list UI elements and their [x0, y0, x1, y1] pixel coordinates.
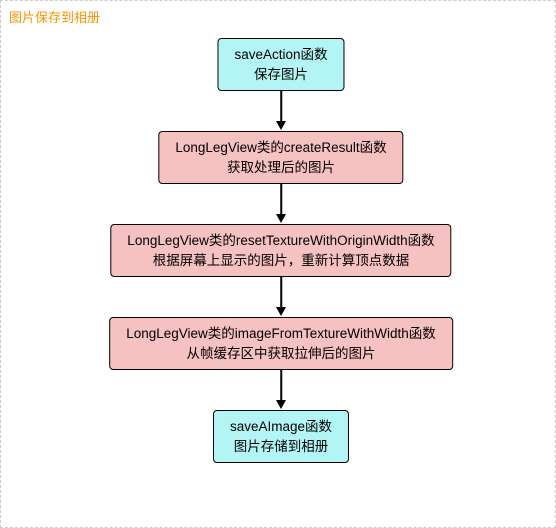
flow-node-n2: LongLegView类的resetTextureWithOriginWidth… [110, 224, 451, 277]
node-line1: LongLegView类的imageFromTextureWithWidth函数 [126, 324, 436, 344]
node-line1: saveAImage函数 [230, 417, 332, 437]
flow-node-n4: saveAImage函数图片存储到相册 [213, 410, 349, 463]
arrow-line-0 [280, 91, 282, 121]
arrow-line-3 [280, 370, 282, 400]
flow-node-n0: saveAction函数保存图片 [217, 38, 344, 91]
node-line1: LongLegView类的resetTextureWithOriginWidth… [127, 231, 434, 251]
diagram-title: 图片保存到相册 [9, 7, 100, 26]
arrow-line-2 [280, 277, 282, 307]
arrow-head-1 [276, 214, 286, 223]
flow-node-n1: LongLegView类的createResult函数获取处理后的图片 [158, 131, 403, 184]
arrow-line-1 [280, 184, 282, 214]
arrow-head-2 [276, 307, 286, 316]
node-line1: LongLegView类的createResult函数 [175, 138, 386, 158]
node-line2: 保存图片 [234, 65, 327, 85]
flowchart-container: 图片保存到相册 saveAction函数保存图片 LongLegView类的cre… [0, 0, 556, 528]
arrow-head-3 [276, 400, 286, 409]
node-line2: 获取处理后的图片 [175, 158, 386, 178]
flow-node-n3: LongLegView类的imageFromTextureWithWidth函数… [109, 317, 453, 370]
node-line1: saveAction函数 [234, 45, 327, 65]
node-line2: 图片存储到相册 [230, 437, 332, 457]
node-line2: 从帧缓存区中获取拉伸后的图片 [126, 344, 436, 364]
node-line2: 根据屏幕上显示的图片，重新计算顶点数据 [127, 251, 434, 271]
arrow-head-0 [276, 121, 286, 130]
